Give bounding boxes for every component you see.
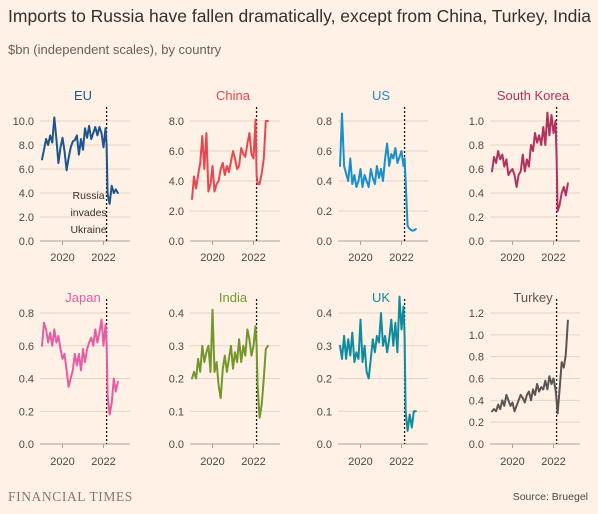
y-tick-label: 8.0 bbox=[169, 116, 184, 128]
x-tick-label: 2020 bbox=[348, 456, 372, 468]
series-line-uk bbox=[339, 295, 417, 432]
y-tick-label: 0.1 bbox=[169, 406, 184, 418]
y-tick-label: 10.0 bbox=[13, 116, 34, 128]
y-tick-label: 6.0 bbox=[19, 164, 34, 176]
annotation-text: Ukraine bbox=[70, 224, 106, 236]
y-tick-label: 1.0 bbox=[469, 330, 484, 342]
panel-uk: UK 0.0 0.1 0.2 0.3 0.4 2020 2022 bbox=[317, 290, 428, 468]
y-tick-label: 6.0 bbox=[169, 146, 184, 158]
series-line-turkey bbox=[491, 319, 569, 415]
panel-title: Turkey bbox=[513, 290, 553, 305]
x-tick-label: 2020 bbox=[348, 252, 372, 264]
source-note: Source: Bruegel bbox=[512, 491, 588, 503]
y-tick-label: 1.2 bbox=[469, 308, 484, 320]
y-tick-label: 0.6 bbox=[469, 164, 484, 176]
x-tick-label: 2020 bbox=[500, 456, 524, 468]
x-tick-label: 2022 bbox=[91, 252, 115, 264]
y-tick-label: 0.1 bbox=[317, 406, 332, 418]
y-tick-label: 0.0 bbox=[169, 236, 184, 248]
series-line-china bbox=[191, 118, 269, 200]
panel-china: China 0.0 2.0 4.0 6.0 8.0 2020 2022 bbox=[169, 88, 280, 264]
x-tick-label: 2020 bbox=[500, 252, 524, 264]
x-tick-label: 2020 bbox=[50, 456, 74, 468]
panel-title: UK bbox=[372, 290, 390, 305]
x-tick-label: 2022 bbox=[91, 456, 115, 468]
y-tick-label: 2.0 bbox=[169, 206, 184, 218]
y-tick-label: 4.0 bbox=[19, 188, 34, 200]
y-tick-label: 0.0 bbox=[469, 236, 484, 248]
series-line-us bbox=[339, 112, 417, 232]
panel-title: South Korea bbox=[497, 88, 570, 103]
chart-subtitle: $bn (independent scales), by country bbox=[8, 42, 222, 57]
panel-title: India bbox=[219, 290, 248, 305]
y-tick-label: 0.8 bbox=[469, 140, 484, 152]
y-tick-label: 0.8 bbox=[469, 352, 484, 364]
y-tick-label: 0.2 bbox=[317, 206, 332, 218]
y-tick-label: 0.0 bbox=[317, 236, 332, 248]
x-tick-label: 2022 bbox=[541, 252, 565, 264]
panel-title: Japan bbox=[65, 290, 100, 305]
publisher-logo: FINANCIAL TIMES bbox=[8, 489, 133, 504]
x-tick-label: 2020 bbox=[200, 456, 224, 468]
y-tick-label: 0.6 bbox=[469, 374, 484, 386]
y-tick-label: 1.0 bbox=[469, 116, 484, 128]
y-tick-label: 0.8 bbox=[317, 116, 332, 128]
annotation-text: invades bbox=[70, 207, 106, 219]
y-tick-label: 0.2 bbox=[169, 374, 184, 386]
series-line-japan bbox=[41, 318, 119, 416]
y-tick-label: 0.3 bbox=[317, 341, 332, 353]
x-tick-label: 2022 bbox=[541, 456, 565, 468]
panel-us: US 0.0 0.2 0.4 0.6 0.8 2020 2022 bbox=[317, 88, 428, 264]
x-tick-label: 2022 bbox=[389, 456, 413, 468]
x-tick-label: 2022 bbox=[241, 252, 265, 264]
y-tick-label: 0.0 bbox=[169, 439, 184, 451]
series-line-eu bbox=[41, 116, 119, 205]
y-tick-label: 0.2 bbox=[317, 374, 332, 386]
y-tick-label: 0.8 bbox=[19, 308, 34, 320]
x-tick-label: 2020 bbox=[50, 252, 74, 264]
chart-title: Imports to Russia have fallen dramatical… bbox=[8, 6, 591, 26]
series-line-india bbox=[191, 308, 269, 419]
y-tick-label: 0.4 bbox=[317, 308, 332, 320]
y-tick-label: 4.0 bbox=[169, 176, 184, 188]
y-tick-label: 0.0 bbox=[19, 236, 34, 248]
panel-title: EU bbox=[74, 88, 92, 103]
y-tick-label: 0.0 bbox=[469, 439, 484, 451]
y-tick-label: 0.4 bbox=[317, 176, 332, 188]
y-tick-label: 0.0 bbox=[317, 439, 332, 451]
panel-eu: EU 0.0 2.0 4.0 6.0 8.0 10.0 2020 2022 Russia invad… bbox=[13, 88, 130, 264]
y-tick-label: 0.6 bbox=[19, 341, 34, 353]
panel-title: US bbox=[372, 88, 390, 103]
annotation-text: Russia bbox=[73, 190, 105, 202]
y-tick-label: 0.6 bbox=[317, 146, 332, 158]
y-tick-label: 0.2 bbox=[19, 406, 34, 418]
y-tick-label: 8.0 bbox=[19, 140, 34, 152]
panel-turkey: Turkey 0.0 0.2 0.4 0.6 0.8 1.0 1.2 2020 2022 bbox=[469, 290, 580, 468]
panel-title: China bbox=[216, 88, 251, 103]
panel-south-korea: South Korea 0.0 0.2 0.4 0.6 0.8 1.0 2020 2022 bbox=[469, 88, 580, 264]
panel-japan: Japan 0.0 0.2 0.4 0.6 0.8 2020 2022 bbox=[19, 290, 130, 468]
y-tick-label: 0.3 bbox=[169, 341, 184, 353]
x-tick-label: 2022 bbox=[389, 252, 413, 264]
y-tick-label: 2.0 bbox=[19, 212, 34, 224]
y-tick-label: 0.4 bbox=[19, 374, 34, 386]
y-tick-label: 0.2 bbox=[469, 212, 484, 224]
y-tick-label: 0.2 bbox=[469, 417, 484, 429]
series-line-south-korea bbox=[491, 111, 569, 212]
y-tick-label: 0.4 bbox=[169, 308, 184, 320]
y-tick-label: 0.0 bbox=[19, 439, 34, 451]
panel-india: India 0.0 0.1 0.2 0.3 0.4 2020 2022 bbox=[169, 290, 280, 468]
x-tick-label: 2020 bbox=[200, 252, 224, 264]
x-tick-label: 2022 bbox=[241, 456, 265, 468]
y-tick-label: 0.4 bbox=[469, 395, 484, 407]
y-tick-label: 0.4 bbox=[469, 188, 484, 200]
